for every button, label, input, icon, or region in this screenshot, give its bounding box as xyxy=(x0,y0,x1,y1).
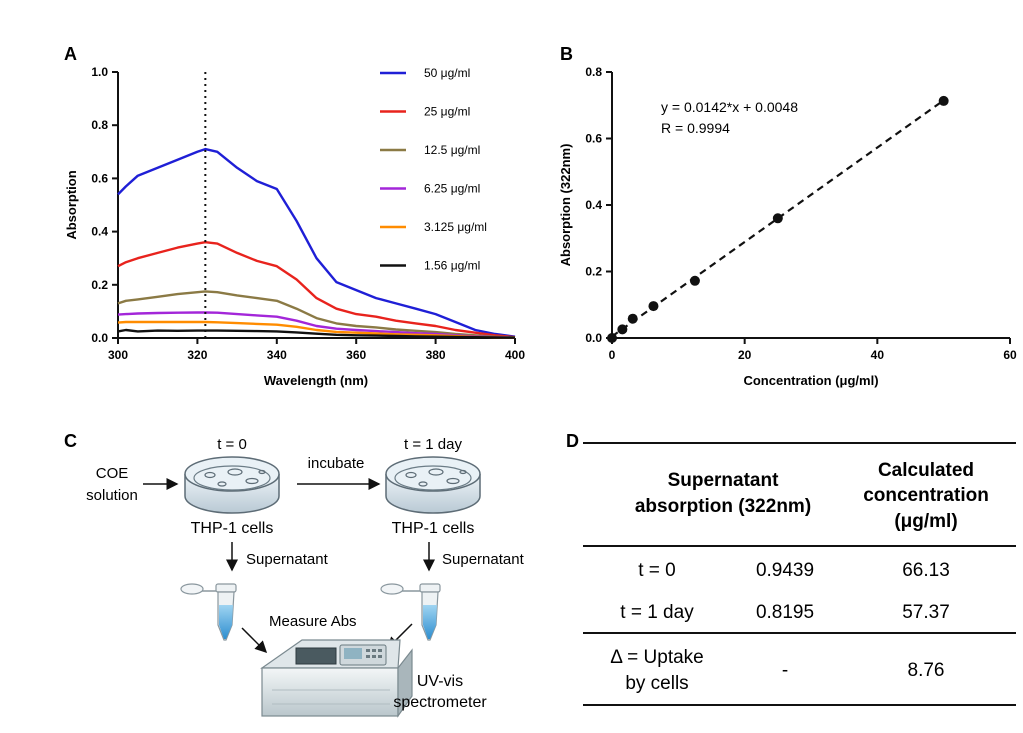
chart-b-y-tick-label: 0.4 xyxy=(585,198,602,212)
table-row: t = 0 0.9439 66.13 xyxy=(638,560,950,581)
chart-a-x-tick-label: 300 xyxy=(108,348,128,362)
chart-b-y-axis-title: Absorption (322nm) xyxy=(558,144,573,267)
label-incubate: incubate xyxy=(308,455,365,472)
chart-b-fit-line xyxy=(611,99,945,338)
microtube-left-icon xyxy=(180,583,237,641)
chart-a-legend-label: 1.56 μg/ml xyxy=(424,259,480,273)
petri-dish-t1-icon xyxy=(385,456,481,514)
label-supernatant-left: Supernatant xyxy=(246,551,329,568)
panel-letter-a: A xyxy=(64,44,77,64)
chart-b-y-tick-label: 0.8 xyxy=(585,65,602,79)
row-absorption: 0.9439 xyxy=(756,560,814,581)
chart-b-data-point xyxy=(617,324,628,335)
header-concentration-line2: concentration xyxy=(863,485,989,506)
chart-b-x-axis-title: Concentration (μg/ml) xyxy=(743,373,878,388)
chart-b-r-value: R = 0.9994 xyxy=(661,120,730,136)
chart-b-data-point xyxy=(607,333,617,343)
chart-b-y-tick-label: 0.6 xyxy=(585,132,602,146)
chart-a: 300 320 340 360 380 400 0.0 0.2 0.4 0.6 0.8 1.0 50 … xyxy=(64,65,525,388)
label-spectrometer: spectrometer xyxy=(393,694,487,711)
panel-letter-d: D xyxy=(566,431,579,451)
table-row: t = 1 day 0.8195 57.37 xyxy=(620,602,949,623)
panel-letter-b: B xyxy=(560,44,573,64)
delta-concentration: 8.76 xyxy=(908,660,945,681)
chart-a-legend-label: 50 μg/ml xyxy=(424,66,470,80)
chart-a-x-axis-title: Wavelength (nm) xyxy=(264,373,368,388)
chart-b-data-point xyxy=(648,301,659,312)
label-supernatant-right: Supernatant xyxy=(442,551,525,568)
row-concentration: 57.37 xyxy=(902,602,950,623)
row-label: t = 1 day xyxy=(620,602,694,623)
chart-a-legend-label: 12.5 μg/ml xyxy=(424,143,480,157)
chart-a-y-tick-label: 0.8 xyxy=(91,118,108,132)
row-concentration: 66.13 xyxy=(902,560,950,581)
chart-b-x-tick-label: 60 xyxy=(1003,348,1017,362)
chart-a-x-tick-label: 360 xyxy=(346,348,366,362)
results-table: Supernatant absorption (322nm) Calculate… xyxy=(583,442,1016,706)
chart-b-data-point xyxy=(627,313,638,324)
chart-b-data-point xyxy=(938,95,949,106)
label-coe: COE xyxy=(96,465,129,482)
delta-label-line2: by cells xyxy=(625,673,688,694)
header-concentration-line1: Calculated xyxy=(878,460,974,481)
chart-a-x-tick-label: 380 xyxy=(426,348,446,362)
chart-a-y-tick-label: 0.6 xyxy=(91,171,108,185)
chart-b-y-tick-label: 0.0 xyxy=(585,331,602,345)
label-measure: Measure Abs xyxy=(269,613,357,630)
chart-b-x-tick-label: 20 xyxy=(738,348,752,362)
uv-vis-spectrometer-icon xyxy=(260,639,413,718)
chart-a-series-line-5 xyxy=(117,328,516,339)
experiment-diagram: t = 0 t = 1 day COE solution incubate xyxy=(86,436,525,718)
row-label: t = 0 xyxy=(638,560,676,581)
chart-a-legend-label: 25 μg/ml xyxy=(424,105,470,119)
chart-a-y-tick-label: 0.2 xyxy=(91,278,108,292)
label-cells-right: THP-1 cells xyxy=(392,520,475,537)
header-absorption-line2: absorption (322nm) xyxy=(635,496,811,517)
chart-a-x-tick-label: 320 xyxy=(187,348,207,362)
chart-a-legend-label: 6.25 μg/ml xyxy=(424,182,480,196)
chart-a-y-tick-label: 0.0 xyxy=(91,331,108,345)
row-absorption: 0.8195 xyxy=(756,602,814,623)
chart-b-data-point xyxy=(689,275,700,286)
chart-b-x-tick-label: 0 xyxy=(609,348,616,362)
label-cells-left: THP-1 cells xyxy=(191,520,274,537)
delta-label-line1: Δ = Uptake xyxy=(610,647,704,668)
chart-b: 0 20 40 60 0.0 0.2 0.4 0.6 0.8 y = 0.0142*x + 0.… xyxy=(558,65,1017,388)
label-uv-vis: UV-vis xyxy=(417,673,463,690)
petri-dish-t0-icon xyxy=(184,456,280,514)
microtube-right-icon xyxy=(380,583,441,641)
arrow-measure-left xyxy=(241,627,268,654)
panel-letter-c: C xyxy=(64,431,77,451)
chart-b-y-tick-label: 0.2 xyxy=(585,265,602,279)
chart-a-y-tick-label: 0.4 xyxy=(91,225,108,239)
chart-b-x-tick-label: 40 xyxy=(871,348,885,362)
chart-b-equation: y = 0.0142*x + 0.0048 xyxy=(661,99,798,115)
chart-a-x-tick-label: 340 xyxy=(267,348,287,362)
chart-a-x-tick-label: 400 xyxy=(505,348,525,362)
chart-a-y-tick-label: 1.0 xyxy=(91,65,108,79)
label-solution: solution xyxy=(86,487,138,504)
label-t0: t = 0 xyxy=(217,436,247,453)
delta-absorption: - xyxy=(782,660,788,681)
chart-a-series-line-1 xyxy=(117,240,516,339)
header-absorption-line1: Supernatant xyxy=(668,470,780,491)
table-row-delta: Δ = Uptake by cells - 8.76 xyxy=(610,647,944,694)
header-concentration-line3: (μg/ml) xyxy=(894,511,957,532)
chart-b-data-point xyxy=(772,213,783,224)
chart-a-legend-label: 3.125 μg/ml xyxy=(424,220,487,234)
chart-a-series-line-0 xyxy=(117,147,516,338)
chart-a-y-axis-title: Absorption xyxy=(64,170,79,239)
label-t1: t = 1 day xyxy=(404,436,462,453)
chart-a-series-line-2 xyxy=(117,290,516,339)
